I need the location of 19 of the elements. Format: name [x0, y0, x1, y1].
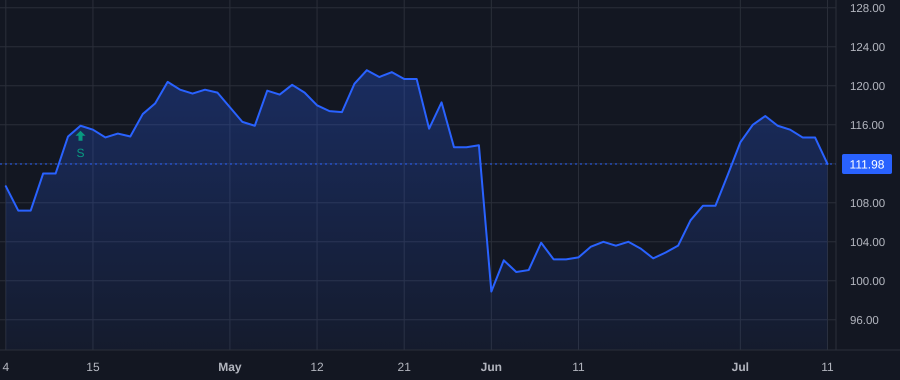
x-tick-label: 11: [572, 360, 586, 374]
y-tick-label: 124.00: [850, 42, 886, 54]
x-tick-label: 11: [821, 360, 834, 374]
x-tick-label: Jul: [732, 360, 750, 374]
x-tick-label: 4: [2, 360, 10, 374]
ref-line-label: 111.98: [850, 157, 885, 172]
annotation: S: [76, 146, 85, 160]
y-tick-label: 128.00: [850, 2, 886, 15]
x-tick-label: Jun: [480, 360, 502, 374]
y-tick-label: 96.00: [850, 314, 879, 327]
y-tick-label: 104.00: [850, 236, 886, 249]
y-tick-label: 108.00: [850, 198, 886, 210]
x-tick-label: May: [218, 360, 242, 374]
y-tick-label: 100.00: [850, 276, 886, 288]
x-tick-label: 21: [398, 360, 412, 374]
x-tick-label: 12: [310, 360, 324, 374]
y-tick-label: 120.00: [850, 80, 886, 93]
x-tick-label: 15: [86, 360, 100, 374]
y-tick-label: 116.00: [850, 120, 884, 132]
